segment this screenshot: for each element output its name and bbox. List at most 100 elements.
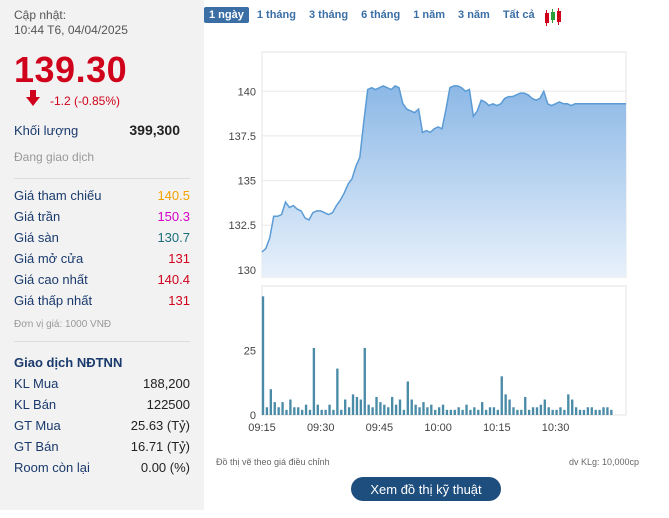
volume-bar <box>406 381 409 415</box>
price-row: Giá thấp nhất 131 <box>14 290 190 311</box>
tab-period[interactable]: 1 năm <box>413 9 446 21</box>
volume-bar <box>371 407 374 415</box>
volume-bar <box>340 409 343 415</box>
price-change-row: -1.2 (-0.85%) <box>14 89 190 110</box>
price-label: Giá tham chiếu <box>14 188 102 203</box>
volume-bar <box>610 409 613 415</box>
volume-bar <box>481 402 484 415</box>
volume-bar <box>571 399 574 415</box>
volume-bar <box>426 407 429 415</box>
volume-bar <box>300 409 304 415</box>
volume-bar <box>477 409 480 415</box>
price-unit-note: Đơn vị giá: 1000 VNĐ <box>14 319 112 330</box>
volume-bar <box>531 407 535 415</box>
time-tick-label: 10:00 <box>424 422 452 434</box>
divider <box>14 341 190 342</box>
price-tick-label: 130 <box>238 265 256 277</box>
volume-bar <box>559 407 562 415</box>
foreign-row: GT Mua 25.63 (Tỷ) <box>14 415 190 436</box>
volume-bar <box>543 399 546 415</box>
tab-period[interactable]: 1 tháng <box>256 9 296 21</box>
volume-bar <box>390 396 394 415</box>
price-tick-label: 140 <box>238 86 256 98</box>
volume-bar <box>375 396 378 415</box>
volume-bar <box>567 394 570 415</box>
updated-time: 10:44 T6, 04/04/2025 <box>14 23 128 37</box>
foreign-label: Room còn lại <box>14 460 90 475</box>
volume-bar <box>524 396 527 415</box>
volume-bar <box>281 402 284 415</box>
tab-period[interactable]: 3 năm <box>458 9 490 21</box>
volume-bar <box>594 409 597 415</box>
volume-bar <box>578 409 582 415</box>
volume-bar <box>586 407 590 415</box>
down-arrow-icon <box>26 89 40 106</box>
volume-tick-label: 25 <box>244 346 256 358</box>
price-list: Giá tham chiếu 140.5 Giá trần 150.3 Giá sà… <box>14 185 190 311</box>
price-value: 150.3 <box>157 209 190 224</box>
foreign-row: KL Bán 122500 <box>14 394 190 415</box>
price-row: Giá sàn 130.7 <box>14 227 190 248</box>
volume-bar <box>574 407 578 415</box>
volume-bar <box>527 409 531 415</box>
volume-bar <box>496 409 500 415</box>
volume-bar <box>516 409 519 415</box>
price-change: -1.2 (-0.85%) <box>50 94 121 108</box>
volume-bar <box>453 409 456 415</box>
volume-bar <box>277 407 280 415</box>
volume-bar <box>473 407 476 415</box>
quote-panel: Cập nhật: 10:44 T6, 04/04/2025 139.30 -1… <box>0 0 204 510</box>
volume-bar <box>418 407 421 415</box>
chart-panel: 1 ngày 1 tháng 3 tháng 6 tháng 1 năm 3 năm Tất… <box>204 0 669 518</box>
foreign-label: GT Bán <box>14 439 59 454</box>
divider <box>14 178 190 179</box>
volume-bar <box>308 409 312 415</box>
foreign-trading-list: KL Mua 188,200 KL Bán 122500 GT Mua 25.63 … <box>14 373 190 478</box>
volume-bar <box>551 409 554 415</box>
volume-bar <box>394 404 398 415</box>
volume-bar <box>379 402 382 415</box>
volume-bar <box>484 409 488 415</box>
price-label: Giá sàn <box>14 230 59 245</box>
tab-period[interactable]: Tất cả <box>502 9 535 21</box>
tab-period[interactable]: 3 tháng <box>308 9 349 21</box>
foreign-value: 122500 <box>146 397 190 412</box>
volume-bar <box>332 409 335 415</box>
price-label: Giá trần <box>14 209 61 224</box>
foreign-value: 16.71 (Tỷ) <box>130 439 190 454</box>
volume-bar <box>367 404 370 415</box>
volume-bar <box>383 404 386 415</box>
volume-bar <box>351 394 355 415</box>
foreign-row: KL Mua 188,200 <box>14 373 190 394</box>
volume-bar <box>297 407 300 415</box>
volume-bar <box>582 409 586 415</box>
volume-bar <box>598 409 601 415</box>
price-row: Giá trần 150.3 <box>14 206 190 227</box>
volume-bar <box>324 409 327 415</box>
volume-bar <box>363 347 366 415</box>
foreign-value: 188,200 <box>143 376 190 391</box>
time-tick-label: 10:15 <box>483 422 511 434</box>
volume-bar <box>422 402 425 415</box>
candlestick-icon[interactable] <box>544 7 561 26</box>
price-value: 131 <box>168 293 190 308</box>
volume-tick-label: 0 <box>250 410 256 422</box>
tab-period[interactable]: 6 tháng <box>361 9 401 21</box>
volume-bar <box>285 409 288 415</box>
foreign-label: GT Mua <box>14 418 61 433</box>
price-value: 140.5 <box>157 188 190 203</box>
price-line <box>261 85 626 253</box>
technical-chart-button[interactable]: Xem đồ thị kỹ thuật <box>351 477 501 501</box>
time-tick-label: 09:30 <box>307 422 335 434</box>
volume-bar <box>269 389 273 415</box>
volume-bar <box>336 368 339 415</box>
price-volume-chart: 130 132.5 135 137.5 140 0 25 09:15 09:30 09:45 10:… <box>228 51 627 434</box>
price-value: 140.4 <box>157 272 190 287</box>
price-tick-label: 137.5 <box>228 131 256 143</box>
volume-bar <box>492 407 496 415</box>
volume-bar <box>355 396 359 415</box>
foreign-value: 0.00 (%) <box>140 460 190 475</box>
volume-bar <box>273 402 276 415</box>
tab-period[interactable]: 1 ngày <box>204 7 249 23</box>
volume-bar <box>304 404 308 415</box>
